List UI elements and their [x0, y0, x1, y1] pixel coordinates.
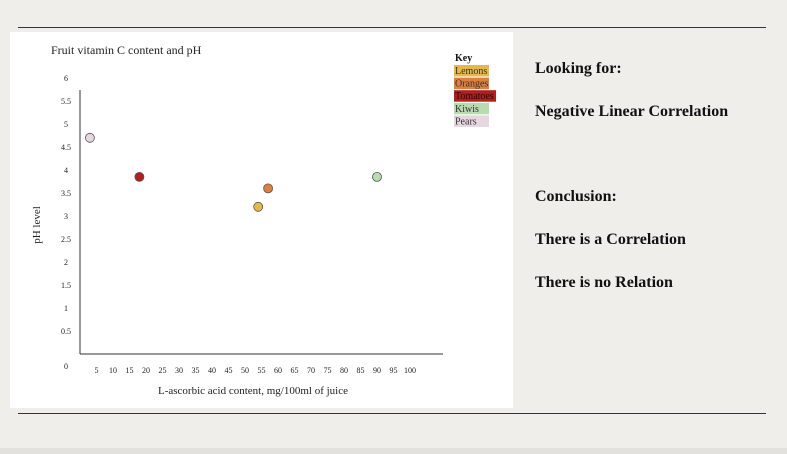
- x-tick-label: 60: [274, 366, 282, 375]
- x-tick-label: 5: [95, 366, 99, 375]
- y-tick-label: 2.5: [61, 235, 71, 244]
- legend-label-tomatoes: Tomatoes: [455, 91, 494, 102]
- legend-label-pears: Pears: [455, 116, 477, 127]
- chart-panel: Fruit vitamin C content and pH 5 10 15 20 25…: [10, 32, 513, 408]
- y-tick-label: 1: [64, 304, 68, 313]
- x-tick-label: 65: [291, 366, 299, 375]
- point-oranges: [263, 183, 274, 194]
- top-divider: [18, 27, 766, 28]
- x-tick-label: 15: [126, 366, 134, 375]
- point-tomatoes: [134, 171, 145, 182]
- y-tick-label: 5: [64, 120, 68, 129]
- x-tick-label: 95: [390, 366, 398, 375]
- x-tick-label: 55: [258, 366, 266, 375]
- x-tick-label: 30: [175, 366, 183, 375]
- axes: [79, 90, 443, 355]
- legend-label-lemons: Lemons: [455, 66, 487, 77]
- conclusion-heading: Conclusion:: [535, 188, 617, 205]
- negative-linear-correlation: Negative Linear Correlation: [535, 103, 729, 120]
- x-tick-label: 40: [208, 366, 216, 375]
- y-tick-label: 1.5: [61, 281, 71, 290]
- x-tick-label: 75: [324, 366, 332, 375]
- x-tick-label: 85: [357, 366, 365, 375]
- legend-title: Key: [455, 53, 472, 64]
- legend-label-kiwis: Kiwis: [455, 104, 479, 115]
- y-tick-label: 4: [64, 166, 68, 175]
- x-tick-label: 50: [241, 366, 249, 375]
- there-is-a-correlation: There is a Correlation: [535, 231, 686, 248]
- y-tick-label: 5.5: [61, 97, 71, 106]
- point-kiwis: [372, 171, 382, 182]
- x-tick-label: 100: [404, 366, 416, 375]
- scatter-chart: Fruit vitamin C content and pH 5 10 15 20 25…: [31, 43, 496, 397]
- x-tick-label: 80: [340, 366, 348, 375]
- point-lemons: [253, 201, 264, 212]
- x-axis-label: L-ascorbic acid content, mg/100ml of jui…: [158, 385, 348, 397]
- y-tick-label: 4.5: [61, 143, 71, 152]
- tick-labels: 5 10 15 20 25 30 35 40 45 50 55 60 65 70 75 80 85 90 95 100…: [61, 74, 416, 375]
- y-axis-label: pH level: [31, 206, 43, 244]
- legend-swatch-oranges: [454, 77, 489, 90]
- there-is-no-relation: There is no Relation: [535, 274, 673, 291]
- legend-swatch-kiwis: [454, 102, 489, 115]
- legend-swatch-tomatoes: [454, 90, 496, 102]
- legend-label-oranges: Oranges: [455, 79, 488, 90]
- looking-for-heading: Looking for:: [535, 60, 622, 77]
- y-tick-label: 3: [64, 212, 68, 221]
- x-tick-label: 90: [373, 366, 381, 375]
- y-tick-label: 6: [64, 74, 68, 83]
- legend-swatch-pears: [454, 115, 489, 127]
- x-tick-label: 10: [109, 366, 117, 375]
- chart-title: Fruit vitamin C content and pH: [51, 43, 202, 57]
- point-pears: [85, 132, 95, 143]
- legend-swatch-lemons: [454, 65, 489, 77]
- x-tick-label: 25: [159, 366, 167, 375]
- y-tick-label: 3.5: [61, 189, 71, 198]
- x-tick-label: 45: [225, 366, 233, 375]
- footer-strip: [0, 448, 787, 454]
- y-tick-label: 2: [64, 258, 68, 267]
- x-tick-label: 35: [192, 366, 200, 375]
- x-tick-label: 70: [307, 366, 315, 375]
- y-tick-label: 0: [64, 362, 68, 371]
- data-points: [85, 132, 382, 212]
- x-tick-label: 20: [142, 366, 150, 375]
- bottom-divider: [18, 413, 766, 414]
- y-tick-label: 0.5: [61, 327, 71, 336]
